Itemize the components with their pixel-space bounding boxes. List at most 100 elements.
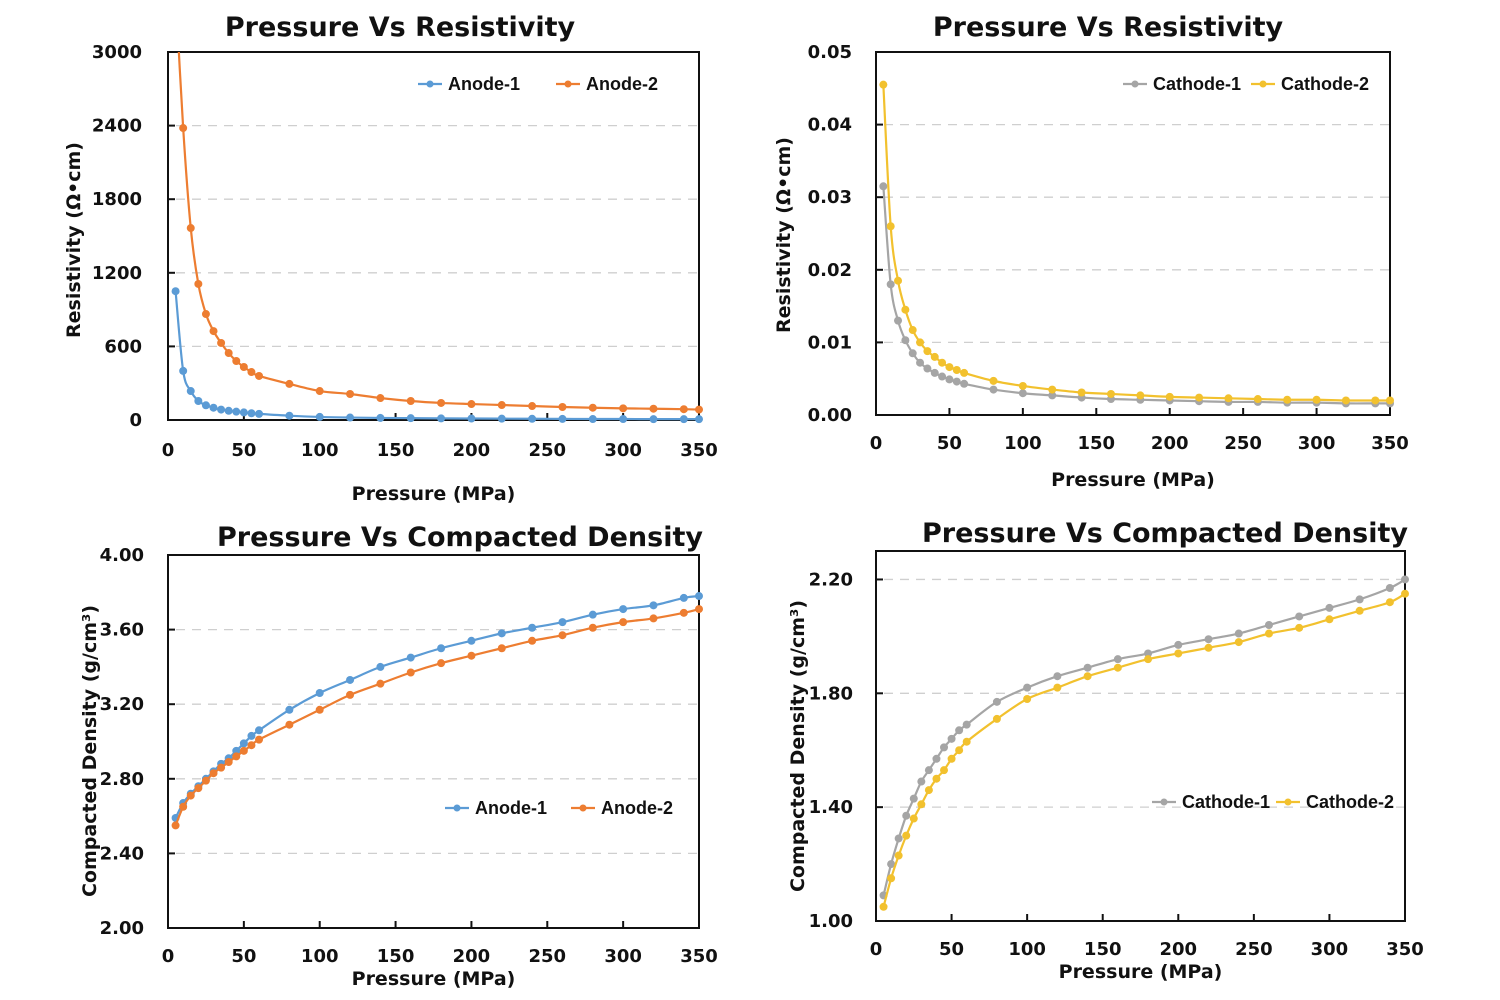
data-point-anode-2 <box>201 310 210 319</box>
data-point-anode-1 <box>437 644 446 653</box>
y-tick-label: 1.00 <box>809 911 853 932</box>
data-point-anode-2 <box>649 614 658 623</box>
data-point-cathode-2 <box>960 368 969 377</box>
data-point-cathode-2 <box>879 80 888 89</box>
data-point-cathode-1 <box>962 720 971 729</box>
legend: Anode-1 Anode-2 <box>445 798 673 818</box>
data-point-cathode-1 <box>1234 629 1243 638</box>
data-point-cathode-2 <box>908 326 917 335</box>
data-point-cathode-1 <box>992 697 1001 706</box>
data-point-anode-2 <box>497 401 506 410</box>
data-point-cathode-1 <box>924 766 933 775</box>
data-point-anode-1 <box>695 592 703 601</box>
data-point-anode-1 <box>239 408 248 417</box>
data-point-anode-2 <box>695 605 703 614</box>
data-point-cathode-1 <box>923 364 932 373</box>
data-point-cathode-2 <box>894 851 903 860</box>
data-point-anode-1 <box>194 396 203 405</box>
data-point-cathode-1 <box>887 860 896 869</box>
data-point-cathode-2 <box>930 352 939 361</box>
y-tick-label: 2.20 <box>809 569 853 590</box>
x-tick-label: 250 <box>528 946 566 967</box>
x-tick-label: 100 <box>1008 939 1046 960</box>
data-point-cathode-2 <box>1253 395 1262 404</box>
x-tick-label: 0 <box>162 946 175 967</box>
data-point-anode-1 <box>528 623 537 632</box>
x-tick-label: 50 <box>231 440 256 461</box>
x-tick-label: 100 <box>1004 433 1042 454</box>
data-point-cathode-1 <box>952 377 961 386</box>
data-point-cathode-2 <box>955 746 964 755</box>
data-point-anode-1 <box>437 414 446 423</box>
data-point-anode-1 <box>467 414 476 423</box>
data-point-anode-2 <box>179 124 188 133</box>
data-point-anode-2 <box>255 735 264 744</box>
data-point-anode-1 <box>528 414 537 423</box>
data-point-cathode-2 <box>1018 381 1027 390</box>
data-point-anode-2 <box>679 608 688 617</box>
data-point-anode-2 <box>467 651 476 660</box>
data-point-anode-1 <box>467 636 476 645</box>
data-point-anode-1 <box>247 409 256 418</box>
y-tick-label: 0.02 <box>808 260 852 281</box>
data-point-anode-1 <box>346 413 355 422</box>
data-point-cathode-2 <box>1204 643 1213 652</box>
data-point-anode-2 <box>315 705 324 714</box>
data-point-anode-2 <box>346 690 355 699</box>
data-point-cathode-2 <box>940 766 949 775</box>
data-point-cathode-2 <box>947 754 956 763</box>
x-tick-label: 100 <box>301 946 339 967</box>
series-line-anode-2 <box>174 608 700 826</box>
data-point-anode-2 <box>247 741 256 750</box>
data-point-cathode-2 <box>1174 649 1183 658</box>
data-point-anode-1 <box>588 610 597 619</box>
data-point-cathode-2 <box>923 347 932 356</box>
data-point-cathode-1 <box>1355 595 1364 604</box>
x-axis-label: Pressure (MPa) <box>352 483 516 505</box>
data-point-anode-2 <box>695 405 703 414</box>
x-tick-label: 150 <box>1077 433 1115 454</box>
x-tick-label: 200 <box>1151 433 1189 454</box>
chart-cathode-density: Pressure Vs Compacted Density 1.00 1.40 1.8… <box>787 518 1424 983</box>
data-point-cathode-2 <box>1341 396 1350 405</box>
x-tick-label: 250 <box>1224 433 1262 454</box>
data-point-anode-2 <box>497 644 506 653</box>
legend-label: Anode-2 <box>586 74 658 94</box>
data-point-cathode-1 <box>945 375 954 384</box>
legend-swatch-marker <box>1259 80 1267 88</box>
data-point-anode-2 <box>179 802 188 811</box>
plot-frame <box>875 550 1406 922</box>
legend-label: Cathode-2 <box>1281 74 1369 94</box>
data-point-cathode-2 <box>1023 695 1032 703</box>
series-line-cathode-2 <box>882 84 1390 402</box>
data-point-anode-1 <box>406 414 415 423</box>
data-point-cathode-2 <box>1195 393 1204 402</box>
x-tick-label: 0 <box>870 939 883 960</box>
data-point-anode-1 <box>186 387 195 396</box>
data-point-cathode-1 <box>932 754 941 763</box>
x-axis-label: Pressure (MPa) <box>352 968 516 990</box>
data-point-anode-1 <box>217 405 226 414</box>
chart-cathode-resistivity: Pressure Vs Resistivity 0.00 0.01 0.02 0.03 0… <box>773 12 1409 491</box>
data-point-anode-2 <box>201 776 210 785</box>
data-point-cathode-2 <box>1312 395 1321 404</box>
x-tick-label: 300 <box>1298 433 1336 454</box>
legend-label: Anode-1 <box>448 74 520 94</box>
data-point-anode-2 <box>679 405 688 414</box>
chart-title: Pressure Vs Compacted Density <box>922 518 1408 549</box>
x-tick-label: 200 <box>453 946 491 967</box>
data-point-cathode-2 <box>962 737 971 746</box>
data-point-cathode-1 <box>1083 663 1092 672</box>
x-tick-label: 250 <box>528 440 566 461</box>
data-point-anode-1 <box>179 366 188 375</box>
y-tick-label: 0.05 <box>808 42 852 63</box>
series-line-anode-2 <box>177 52 700 411</box>
data-point-anode-1 <box>558 618 567 627</box>
data-point-cathode-2 <box>1371 396 1380 405</box>
data-point-anode-1 <box>285 705 294 714</box>
data-point-anode-1 <box>497 629 506 638</box>
series-group <box>879 80 1394 408</box>
legend-swatch-marker <box>426 80 434 88</box>
x-tick-label: 50 <box>939 939 964 960</box>
data-point-anode-1 <box>247 731 256 740</box>
